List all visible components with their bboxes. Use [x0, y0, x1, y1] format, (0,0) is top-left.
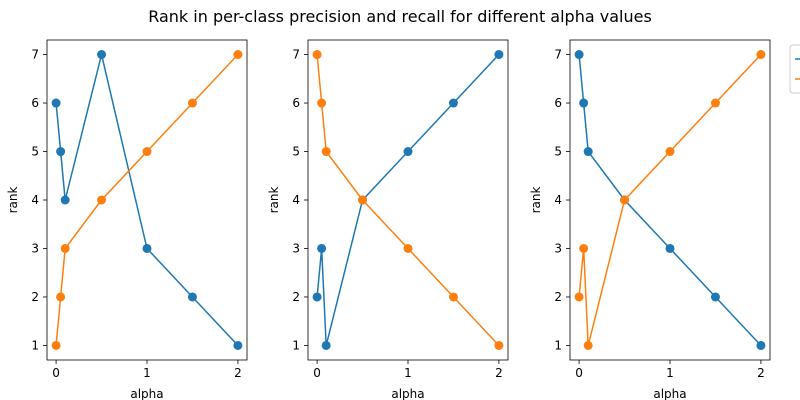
- panel-3-ytick-label-2: 3: [554, 241, 562, 255]
- panel-1-series-1-point-5: [142, 243, 152, 253]
- panel-1-xlabel: alpha: [130, 387, 163, 400]
- panel-2-xlabel: alpha: [391, 387, 424, 400]
- legend: [789, 44, 800, 94]
- panel-1-series-1-point-6: [187, 292, 197, 302]
- panel-1-xtick-label-0: 0: [52, 366, 60, 380]
- panel-3-series-1-point-2: [579, 98, 589, 108]
- panel-3-ytick-label-0: 1: [554, 338, 562, 352]
- panel-1-ytick-label-3: 4: [31, 193, 39, 207]
- panel-3-series-2-point-3: [583, 340, 593, 350]
- panel-3-series-2-point-5: [665, 147, 675, 157]
- panel-3-xlabel: alpha: [653, 387, 686, 400]
- panel-1-ytick-label-0: 1: [31, 338, 39, 352]
- panel-1-series-2-point-7: [233, 50, 243, 60]
- panel-3-ytick-label-6: 7: [554, 48, 562, 62]
- panel-3-series-1-point-1: [574, 50, 584, 60]
- panel-1-series-2-point-2: [56, 292, 66, 302]
- panel-2-series-2-point-7: [494, 340, 504, 350]
- figure-title: Rank in per-class precision and recall f…: [148, 7, 652, 26]
- panel-1-ytick-label-2: 3: [31, 241, 39, 255]
- panel-3-ytick-label-1: 2: [554, 290, 562, 304]
- panel-1-series-2-point-6: [187, 98, 197, 108]
- panel-3-ytick-label-3: 4: [554, 193, 562, 207]
- panel-2-series-2-point-4: [358, 195, 368, 205]
- panel-3-series-2-point-2: [579, 243, 589, 253]
- panel-1-series-1-point-4: [97, 50, 107, 60]
- panel-2-series-2-point-2: [317, 98, 327, 108]
- panel-3-series-2-point-4: [620, 195, 630, 205]
- panel-3-series-1-point-6: [710, 292, 720, 302]
- panel-2-series-1-point-5: [403, 147, 413, 157]
- panel-3-series-1-point-5: [665, 243, 675, 253]
- panel-2-ytick-label-0: 1: [292, 338, 300, 352]
- panel-1-series-1-point-2: [56, 147, 66, 157]
- panel-2-series-1-point-6: [448, 98, 458, 108]
- panel-3-series-2-point-7: [756, 50, 766, 60]
- panel-1-ytick-label-4: 5: [31, 145, 39, 159]
- panel-3-xtick-label-1: 1: [666, 366, 674, 380]
- panel-1-ytick-label-1: 2: [31, 290, 39, 304]
- panel-1-series-1-point-7: [233, 340, 243, 350]
- panel-1-ytick-label-6: 7: [31, 48, 39, 62]
- panel-2-series-1-point-1: [312, 292, 322, 302]
- panel-3-ytick-label-4: 5: [554, 145, 562, 159]
- panel-1-xtick-label-1: 1: [143, 366, 151, 380]
- panel-2-series-1-point-3: [321, 340, 331, 350]
- panel-1-ylabel: rank: [6, 187, 20, 214]
- panel-2-series-1-point-7: [494, 50, 504, 60]
- panel-1-xtick-label-2: 2: [234, 366, 242, 380]
- panel-3-ytick-label-5: 6: [554, 96, 562, 110]
- panel-1-series-2-point-3: [60, 243, 70, 253]
- panel-2-ytick-label-1: 2: [292, 290, 300, 304]
- panel-3-series-1-point-3: [583, 147, 593, 157]
- panel-2-ytick-label-5: 6: [292, 96, 300, 110]
- panel-2-xtick-label-0: 0: [313, 366, 321, 380]
- panel-2-xtick-label-2: 2: [495, 366, 503, 380]
- panel-1-series-2-point-5: [142, 147, 152, 157]
- panel-1-series-1-point-1: [51, 98, 61, 108]
- panel-3-ylabel: rank: [529, 187, 543, 214]
- panel-2-ytick-label-3: 4: [292, 193, 300, 207]
- panel-2-series-2-point-6: [448, 292, 458, 302]
- panel-2-series-2-point-1: [312, 50, 322, 60]
- panel-3-series-2-point-6: [710, 98, 720, 108]
- legend-box: [789, 44, 800, 94]
- panel-3-xtick-label-0: 0: [575, 366, 583, 380]
- panel-2-ytick-label-4: 5: [292, 145, 300, 159]
- panel-2-ylabel: rank: [267, 187, 281, 214]
- panel-2-series-2-point-3: [321, 147, 331, 157]
- panel-2-ytick-label-6: 7: [292, 48, 300, 62]
- panel-2-ytick-label-2: 3: [292, 241, 300, 255]
- panel-3-series-1-point-7: [756, 340, 766, 350]
- panel-2-series-2-point-5: [403, 243, 413, 253]
- panel-1-ytick-label-5: 6: [31, 96, 39, 110]
- panel-2-xtick-label-1: 1: [404, 366, 412, 380]
- panel-3-series-2-point-1: [574, 292, 584, 302]
- panel-1-series-1-point-3: [60, 195, 70, 205]
- panel-1-series-2-point-1: [51, 340, 61, 350]
- panel-1-series-2-point-4: [97, 195, 107, 205]
- panel-3-xtick-label-2: 2: [757, 366, 765, 380]
- panel-2-series-1-point-2: [317, 243, 327, 253]
